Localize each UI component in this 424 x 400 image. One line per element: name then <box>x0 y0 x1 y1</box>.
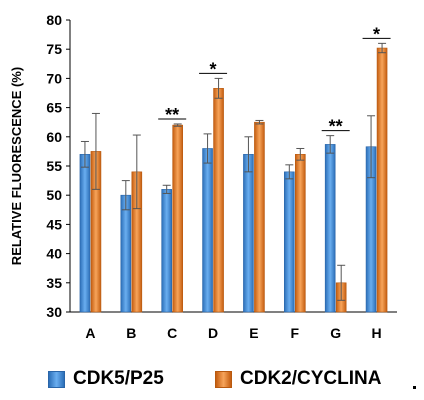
x-tick-label: A <box>85 325 95 341</box>
x-tick-label: E <box>249 325 258 341</box>
bar-series-2-D <box>213 88 224 313</box>
y-tick-label: 65 <box>46 100 62 116</box>
y-tick-label: 50 <box>46 187 62 203</box>
x-tick-label: D <box>208 325 218 341</box>
bar-series-2-F <box>295 154 306 313</box>
legend-swatch-series-1 <box>48 370 65 388</box>
y-tick-label: 35 <box>46 275 62 291</box>
legend-item-series-1: CDK5/P25 <box>48 364 164 394</box>
bar-series-1-G <box>324 144 336 313</box>
y-tick-label: 80 <box>46 12 62 28</box>
significance-label-C: ** <box>165 105 179 125</box>
legend-item-series-2: CDK2/CYCLINA <box>215 364 381 394</box>
legend-label-series-1: CDK5/P25 <box>73 368 164 389</box>
bar-series-2-E <box>254 121 265 313</box>
legend-label-series-2: CDK2/CYCLINA <box>240 368 382 389</box>
x-tick-label: F <box>291 325 300 341</box>
legend-swatch-series-2 <box>215 370 232 388</box>
y-tick-label: 75 <box>46 41 62 57</box>
bar-series-2-C <box>172 124 183 313</box>
x-tick-label: H <box>372 325 382 341</box>
bar-series-1-E <box>243 154 254 313</box>
significance-label-H: * <box>373 24 380 44</box>
y-axis-label: RELATIVE FLUORESCENCE (%) <box>9 67 24 265</box>
bar-series-1-B <box>120 194 132 313</box>
y-tick-label: 45 <box>46 216 62 232</box>
bar-chart: RELATIVE FLUORESCENCE (%) 30 35 40 45 50 55 60… <box>9 12 397 341</box>
x-tick-label: G <box>330 325 341 341</box>
significance-label-D: * <box>210 59 217 79</box>
bar-series-1-F <box>284 171 295 313</box>
bar-series-1-C <box>161 189 172 313</box>
y-tick-label: 70 <box>46 70 62 86</box>
stray-dot <box>413 386 416 389</box>
y-tick-label: 40 <box>46 246 62 262</box>
y-tick-label: 30 <box>46 304 62 320</box>
y-tick-label: 60 <box>46 129 62 145</box>
bar-series-1-D <box>202 148 213 313</box>
x-tick-label: C <box>167 325 177 341</box>
bar-series-1-A <box>79 154 91 313</box>
significance-label-G: ** <box>329 117 343 137</box>
legend: CDK5/P25 CDK2/CYCLINA <box>0 364 424 394</box>
bar-series-2-H <box>376 47 388 313</box>
y-tick-label: 55 <box>46 158 62 174</box>
x-tick-label: B <box>126 325 136 341</box>
